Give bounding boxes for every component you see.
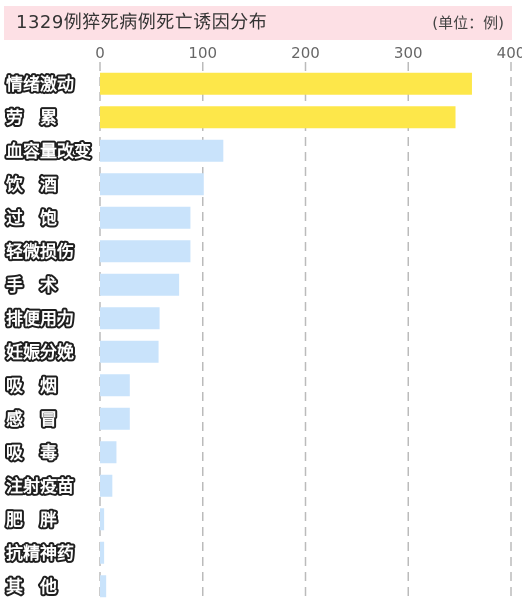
unit-label: (单位：例) xyxy=(432,14,504,32)
chart-header: 1329例猝死病例死亡诱因分布 (单位：例) xyxy=(4,6,512,40)
chart-title: 1329例猝死病例死亡诱因分布 xyxy=(16,12,268,33)
category-label-15: 其 他 xyxy=(6,576,57,597)
bar-8 xyxy=(100,340,159,363)
bar-1 xyxy=(100,106,456,129)
x-tick-label-200: 200 xyxy=(291,44,320,62)
category-label-11: 吸 毒 xyxy=(6,443,57,463)
bar-4 xyxy=(100,206,191,229)
category-label-6: 手 术 xyxy=(6,275,57,296)
bar-10 xyxy=(100,407,130,430)
category-label-8: 妊娠分娩 xyxy=(6,342,74,363)
bar-15 xyxy=(100,575,107,598)
category-label-1: 劳 累 xyxy=(6,107,57,128)
bar-6 xyxy=(100,273,180,296)
x-tick-label-400: 400 xyxy=(497,44,522,62)
category-label-7: 排便用力 xyxy=(6,308,74,329)
category-label-9: 吸 烟 xyxy=(6,375,57,396)
bar-9 xyxy=(100,374,130,397)
category-label-14: 抗精神药 xyxy=(6,543,74,564)
x-tick-label-300: 300 xyxy=(394,44,423,62)
category-label-5: 轻微损伤 xyxy=(6,241,74,262)
x-tick-label-100: 100 xyxy=(188,44,217,62)
category-label-13: 肥 胖 xyxy=(6,509,57,530)
category-label-2: 血容量改变 xyxy=(6,141,91,162)
bar-14 xyxy=(100,541,105,564)
bar-2 xyxy=(100,139,224,162)
bar-0 xyxy=(100,72,472,95)
category-label-4: 过 饱 xyxy=(6,208,57,229)
category-label-3: 饮 酒 xyxy=(5,174,57,195)
bar-5 xyxy=(100,240,191,263)
category-label-12: 注射疫苗 xyxy=(6,476,74,497)
x-tick-label-0: 0 xyxy=(95,44,105,62)
category-label-10: 感 冒 xyxy=(6,409,57,430)
bar-3 xyxy=(100,173,204,196)
bar-13 xyxy=(100,508,105,531)
bar-12 xyxy=(100,474,113,497)
bar-7 xyxy=(100,307,160,330)
bar-11 xyxy=(100,441,117,464)
category-label-0: 情绪激动 xyxy=(6,74,74,95)
